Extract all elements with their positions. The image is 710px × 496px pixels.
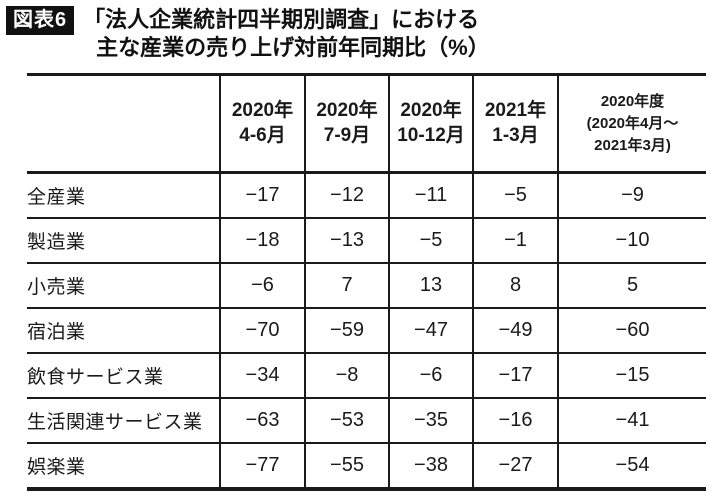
header-q2-line1: 2020年 <box>316 100 378 122</box>
cell-value: −34 <box>219 353 305 400</box>
figure-header: 図表6 「法人企業統計四半期別調査」における 主な産業の売り上げ対前年同期比（%… <box>0 0 710 62</box>
cell-value: −16 <box>472 398 558 445</box>
row-label: 小売業 <box>27 263 220 310</box>
cell-value: −55 <box>304 443 389 490</box>
table-row-food-service: 飲食サービス業 −34 −8 −6 −17 −15 <box>27 353 706 400</box>
cell-value: 8 <box>472 263 558 310</box>
header-fiscal-year: 2020年度 (2020年4月～ 2021年3月) <box>557 74 706 175</box>
table-row-accommodation: 宿泊業 −70 −59 −47 −49 −60 <box>27 308 706 355</box>
header-q1: 2020年 4-6月 <box>219 74 305 175</box>
header-q4-line2: 1-3月 <box>492 124 539 146</box>
row-label: 製造業 <box>27 218 220 265</box>
figure-title-line2: 主な産業の売り上げ対前年同期比（%） <box>96 35 490 61</box>
cell-value: −60 <box>557 308 706 355</box>
cell-value: −12 <box>304 172 389 220</box>
cell-value: −70 <box>219 308 305 355</box>
cell-value: −41 <box>557 398 706 445</box>
cell-value: −49 <box>472 308 558 355</box>
header-q1-line1: 2020年 <box>231 100 294 122</box>
table-header-row: 2020年 4-6月 2020年 7-9月 2020年 10-12月 2021年… <box>27 74 706 175</box>
header-q4-line1: 2021年 <box>484 100 547 122</box>
cell-value: −6 <box>219 263 305 310</box>
cell-value: −17 <box>219 172 305 220</box>
cell-value: −77 <box>219 443 305 490</box>
header-q3-line1: 2020年 <box>400 100 462 122</box>
cell-value: −13 <box>304 218 389 265</box>
cell-value: 5 <box>557 263 706 310</box>
cell-value: −27 <box>472 443 558 490</box>
cell-value: −5 <box>388 218 473 265</box>
cell-value: −17 <box>472 353 558 400</box>
table-row-life-related-services: 生活関連サービス業 −63 −53 −35 −16 −41 <box>27 398 706 445</box>
header-fiscal-year-line2: (2020年4月～ <box>586 114 679 132</box>
cell-value: −38 <box>388 443 473 490</box>
cell-value: −18 <box>219 218 305 265</box>
header-q2: 2020年 7-9月 <box>304 74 389 175</box>
header-q2-line2: 7-9月 <box>323 124 371 146</box>
cell-value: −15 <box>557 353 706 400</box>
header-q3-line2: 10-12月 <box>397 124 465 146</box>
row-label: 娯楽業 <box>27 443 220 490</box>
cell-value: −59 <box>304 308 389 355</box>
row-label: 飲食サービス業 <box>27 353 220 400</box>
header-fiscal-year-line1: 2020年度 <box>600 93 665 111</box>
cell-value: 13 <box>388 263 473 310</box>
cell-value: −5 <box>472 172 558 220</box>
cell-value: −54 <box>557 443 706 490</box>
cell-value: −1 <box>472 218 558 265</box>
header-empty-cell <box>27 74 220 175</box>
cell-value: −35 <box>388 398 473 445</box>
table-row-entertainment: 娯楽業 −77 −55 −38 −27 −54 <box>27 443 706 490</box>
header-fiscal-year-line3: 2021年3月) <box>594 136 671 154</box>
table-row-all-industries: 全産業 −17 −12 −11 −5 −9 <box>27 172 706 220</box>
figure-badge: 図表6 <box>6 6 75 35</box>
header-q1-line2: 4-6月 <box>239 124 286 146</box>
row-label: 全産業 <box>27 172 220 220</box>
table-row-retail: 小売業 −6 7 13 8 5 <box>27 263 706 310</box>
cell-value: −63 <box>219 398 305 445</box>
figure-title: 「法人企業統計四半期別調査」における 主な産業の売り上げ対前年同期比（%） <box>83 6 490 62</box>
cell-value: −8 <box>304 353 389 400</box>
row-label: 生活関連サービス業 <box>27 398 220 445</box>
cell-value: −53 <box>304 398 389 445</box>
figure-title-line1: 「法人企業統計四半期別調査」における <box>83 7 480 32</box>
header-q4: 2021年 1-3月 <box>472 74 558 175</box>
row-label: 宿泊業 <box>27 308 220 355</box>
header-q3: 2020年 10-12月 <box>388 74 473 175</box>
industry-sales-table: 2020年 4-6月 2020年 7-9月 2020年 10-12月 2021年… <box>27 73 706 492</box>
cell-value: −47 <box>388 308 473 355</box>
cell-value: −9 <box>557 172 706 220</box>
cell-value: −11 <box>388 172 473 220</box>
cell-value: −6 <box>388 353 473 400</box>
cell-value: −10 <box>557 218 706 265</box>
cell-value: 7 <box>304 263 389 310</box>
table-row-manufacturing: 製造業 −18 −13 −5 −1 −10 <box>27 218 706 265</box>
